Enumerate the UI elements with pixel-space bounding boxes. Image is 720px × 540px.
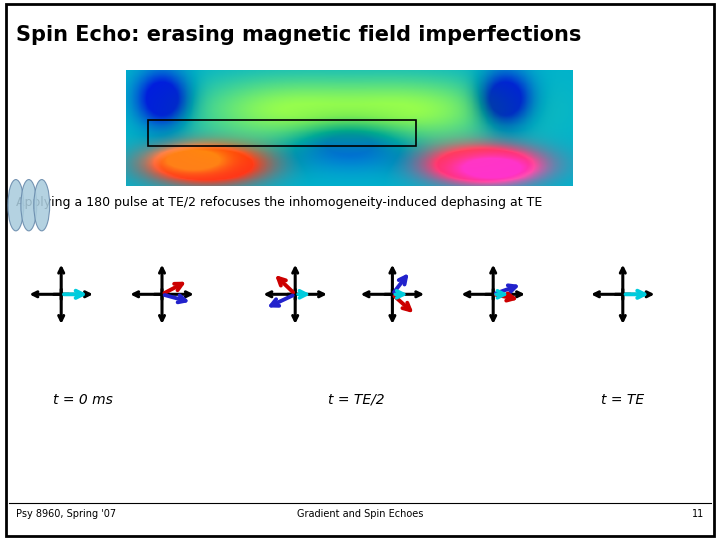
Ellipse shape: [8, 179, 24, 231]
Ellipse shape: [21, 179, 37, 231]
Text: t = TE/2: t = TE/2: [328, 393, 384, 407]
Text: t = 0 ms: t = 0 ms: [53, 393, 113, 407]
Bar: [148, 120, 416, 146]
Ellipse shape: [34, 179, 50, 231]
Text: 11: 11: [692, 509, 704, 519]
Text: Psy 8960, Spring '07: Psy 8960, Spring '07: [16, 509, 116, 519]
Ellipse shape: [269, 126, 285, 177]
Text: Applying a 180 pulse at TE/2 refocuses the inhomogeneity-induced dephasing at TE: Applying a 180 pulse at TE/2 refocuses t…: [16, 196, 542, 209]
Ellipse shape: [255, 126, 271, 177]
Text: Spin Echo: erasing magnetic field imperfections: Spin Echo: erasing magnetic field imperf…: [16, 25, 581, 45]
Text: Gradient and Spin Echoes: Gradient and Spin Echoes: [297, 509, 423, 519]
Text: t = TE: t = TE: [601, 393, 644, 407]
